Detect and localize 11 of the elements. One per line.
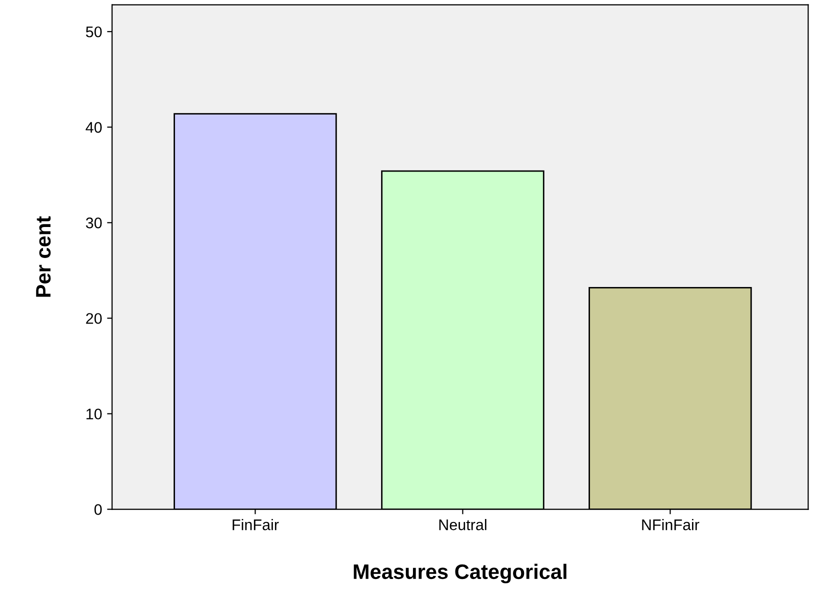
y-tick-label: 30	[86, 218, 102, 228]
x-tick-label: FinFair	[232, 518, 279, 530]
x-axis-title: Measures Categorical	[354, 564, 566, 584]
y-tick-label: 50	[86, 26, 102, 38]
y-tick-label: 40	[86, 122, 102, 133]
y-tick-label: 10	[86, 408, 102, 420]
y-tick-label: 0	[94, 504, 102, 515]
y-axis-title: Per cent	[36, 216, 51, 297]
x-tick-label: NFinFair	[642, 518, 700, 530]
x-tick-label: Neutral	[439, 518, 486, 530]
y-tick-label: 20	[86, 313, 102, 324]
